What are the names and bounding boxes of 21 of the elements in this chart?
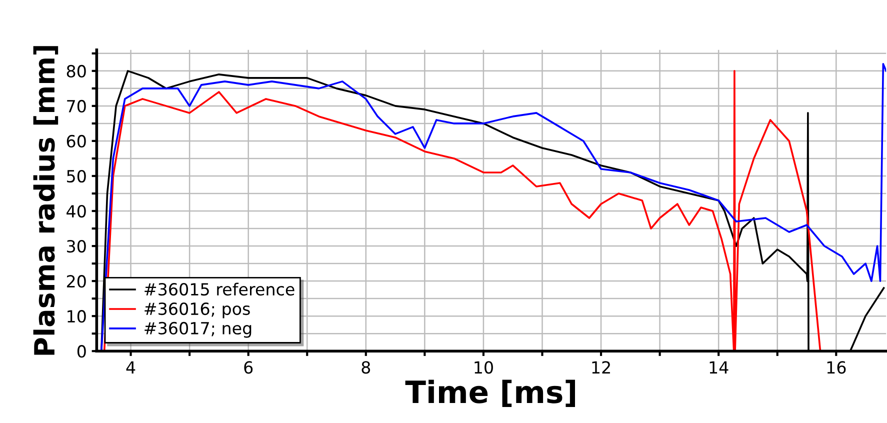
x-axis-title: Time [ms] <box>405 380 576 407</box>
y-tick-label: 10 <box>68 310 86 323</box>
y-tick-label: 70 <box>67 100 86 113</box>
x-tick-label: 4 <box>126 361 136 374</box>
y-tick-label: 50 <box>67 170 86 183</box>
y-tick-label: 60 <box>66 134 86 148</box>
x-tick-label: 10 <box>474 361 493 374</box>
y-tick-label: 20 <box>66 275 86 288</box>
x-tick-label: 6 <box>244 361 253 374</box>
legend-label: #36016; pos <box>144 302 250 318</box>
x-tick-label: 16 <box>827 361 846 374</box>
y-tick-label: 40 <box>66 204 86 218</box>
y-tick-label: 0 <box>77 345 86 358</box>
x-tick-label: 12 <box>592 361 610 374</box>
legend-label: #36015 reference <box>144 282 294 296</box>
legend-label: #36017; neg <box>144 322 252 338</box>
x-tick-label: 14 <box>710 361 728 374</box>
x-tick-label: 8 <box>362 361 370 374</box>
y-tick-label: 30 <box>67 240 86 253</box>
y-tick-label: 80 <box>66 64 86 78</box>
y-axis-title: Plasma radius [mm] <box>33 46 58 355</box>
